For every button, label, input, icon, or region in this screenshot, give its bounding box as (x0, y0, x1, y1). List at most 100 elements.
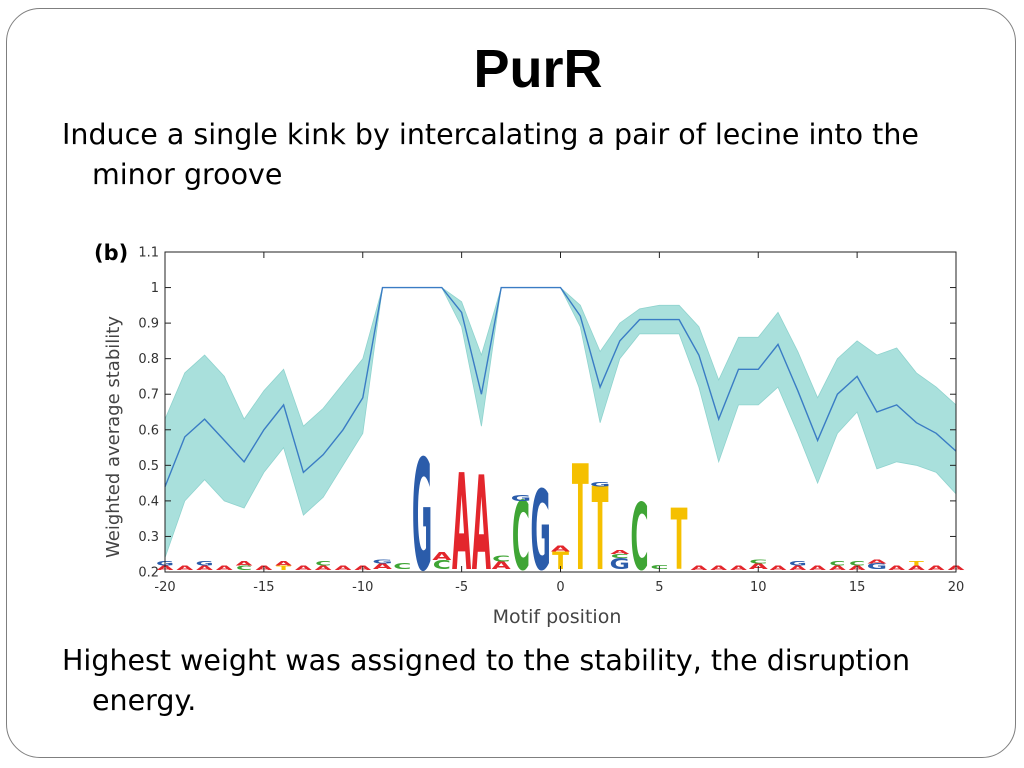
logo-letter-A: A (315, 564, 333, 571)
logo-letter-A: A (867, 559, 886, 566)
logo-letter-G: G (531, 467, 551, 595)
logo-column: A (809, 564, 827, 571)
slide-frame (6, 8, 1016, 758)
logo-column: CG (511, 483, 531, 592)
logo-column: A (730, 564, 748, 571)
y-tick-label: 0.6 (138, 423, 159, 438)
logo-letter-A: A (432, 551, 451, 563)
logo-column: AT (908, 560, 926, 572)
logo-column: T (572, 434, 589, 604)
logo-letter-A: A (789, 564, 807, 571)
logo-letter-G: G (511, 494, 531, 503)
logo-column: A (472, 450, 491, 601)
y-tick-label: 0.8 (138, 352, 159, 367)
slide-title: PurR (473, 39, 603, 99)
logo-column: CA (432, 551, 451, 572)
stability-line-layer (164, 286, 957, 487)
logo-letter-C: C (236, 564, 252, 571)
x-tick-label: -5 (455, 580, 468, 595)
logo-column: GCA (610, 549, 630, 573)
logo-letter-A: A (809, 564, 827, 571)
logo-letter-G: G (610, 555, 630, 573)
logo-letter-T: T (276, 564, 291, 571)
logo-letter-C: C (433, 558, 451, 572)
y-tick-label: 0.4 (138, 494, 159, 509)
y-tick-label: 0.7 (138, 388, 159, 403)
y-tick-label: 0.9 (138, 317, 159, 332)
logo-letter-C: C (315, 560, 331, 567)
x-tick-label: 20 (948, 580, 965, 595)
confidence-band-layer (164, 287, 957, 558)
x-tick-label: -15 (253, 580, 274, 595)
logo-letter-A: A (730, 564, 748, 571)
logo-letter-G: G (590, 481, 610, 488)
logo-letter-A: A (690, 564, 708, 571)
logo-column: A (452, 445, 471, 601)
logo-column: GA (867, 559, 887, 572)
logo-column: TA (551, 545, 571, 575)
logo-column: A (335, 564, 353, 571)
chart-axes: -20 -15 -10 -5 0 5 10 15 20 0.2 0.3 0.4 0.5 0.6 0.7 0.8… (138, 246, 964, 596)
logo-letter-T: T (592, 463, 609, 597)
logo-letter-A: A (216, 564, 234, 571)
y-tick-label: 1 (151, 281, 159, 296)
logo-column: AG (372, 559, 393, 572)
y-tick-label: 1.1 (138, 246, 159, 261)
logo-column: AC (315, 560, 333, 572)
logo-column: A (216, 564, 234, 571)
logo-letter-C: C (393, 562, 411, 571)
logo-letter-C: C (611, 553, 629, 560)
logo-column: A (710, 564, 728, 571)
logo-column: AG (789, 560, 807, 572)
logo-letter-A: A (770, 564, 788, 571)
logo-column: TA (275, 560, 293, 572)
logo-letter-A: A (829, 564, 847, 571)
logo-letter-A: A (373, 562, 393, 571)
logo-letter-G: G (196, 560, 214, 567)
logo-letter-A: A (275, 560, 293, 567)
logo-column: AG (196, 560, 214, 572)
logo-letter-G: G (412, 427, 432, 606)
logo-letter-C: C (829, 560, 845, 567)
logo-letter-A: A (888, 564, 906, 571)
logo-column: AC (749, 559, 769, 572)
logo-letter-A: A (551, 545, 571, 554)
logo-letter-A: A (472, 450, 491, 601)
logo-letter-A: A (908, 564, 926, 571)
logo-letter-A: A (710, 564, 728, 571)
logo-letter-T: T (909, 560, 924, 567)
logo-letter-T: T (671, 492, 688, 590)
logo-column: A (295, 564, 313, 571)
logo-letter-T: T (552, 546, 569, 575)
x-tick-label: -10 (352, 580, 373, 595)
logo-letter-A: A (749, 562, 769, 571)
bullet-2: Highest weight was assigned to the stabi… (62, 644, 911, 717)
x-tick-label: 10 (750, 580, 767, 595)
x-tick-label: 15 (849, 580, 866, 595)
logo-letter-T: T (572, 434, 589, 604)
logo-letter-G: G (867, 562, 887, 571)
logo-column: G (412, 427, 432, 606)
stability-line (164, 286, 957, 487)
logo-letter-C: C (492, 555, 510, 564)
stability-chart: GCAAAACCGGTATTGGCACCTAGCACGAAGAAGACAATAA… (94, 241, 965, 628)
logo-column: AC (829, 560, 847, 572)
logo-letter-A: A (335, 564, 353, 571)
y-axis-label: Weighted average stability (103, 316, 124, 558)
bullet-1: Induce a single kink by intercalating a … (62, 118, 919, 191)
logo-letter-C: C (849, 560, 865, 567)
y-tick-label: 0.2 (138, 566, 159, 581)
logo-letter-A: A (928, 564, 946, 571)
x-tick-label: 0 (556, 580, 564, 595)
logo-column: G (531, 467, 551, 595)
logo-column: AC (492, 555, 511, 572)
logo-letter-G: G (789, 560, 807, 567)
logo-letter-G: G (372, 559, 392, 566)
logo-column: C (393, 562, 411, 571)
y-tick-label: 0.3 (138, 530, 159, 545)
logo-letter-A: A (236, 560, 254, 567)
logo-column: C (631, 484, 649, 591)
x-axis-label: Motif position (493, 606, 622, 628)
logo-letter-A: A (176, 564, 194, 571)
logo-column: A (928, 564, 946, 571)
